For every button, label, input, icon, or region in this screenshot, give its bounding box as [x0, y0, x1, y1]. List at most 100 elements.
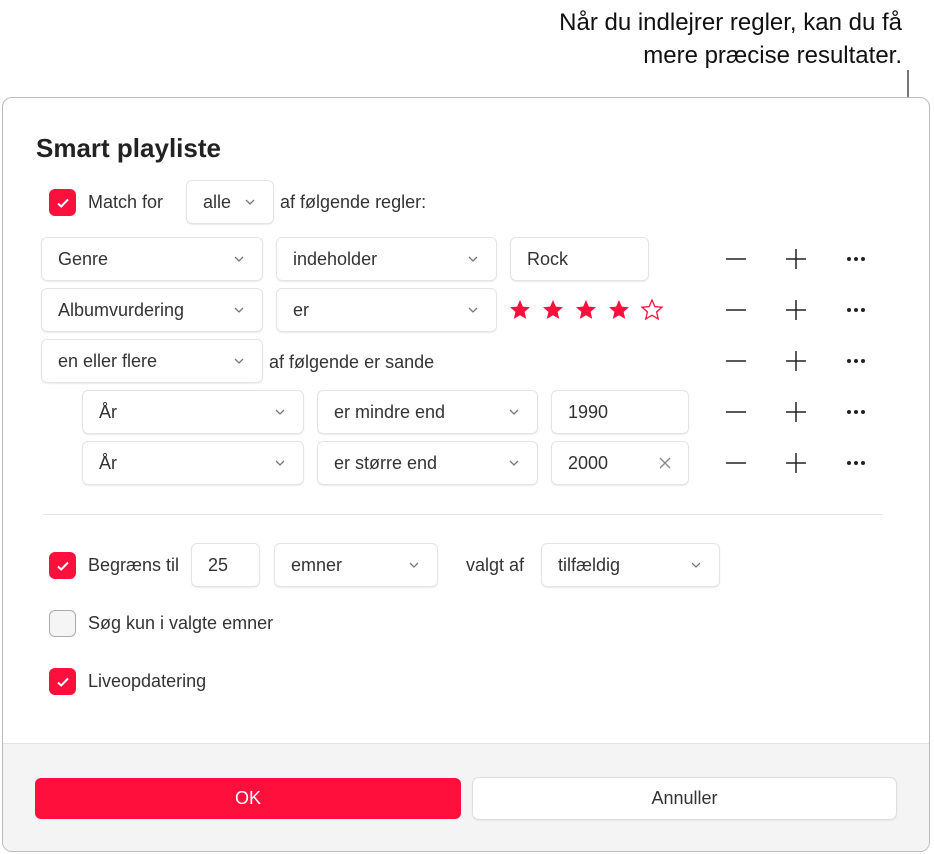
- rule-field: År: [99, 401, 117, 422]
- chevron-down-icon: [275, 460, 285, 466]
- limit-unit: emner: [291, 554, 343, 575]
- dialog-title: Smart playliste: [36, 133, 221, 163]
- more-options-button[interactable]: [844, 400, 868, 424]
- chevron-down-icon: [468, 256, 478, 262]
- rule-field: Genre: [58, 248, 109, 269]
- cancel-button[interactable]: Annuller: [473, 778, 896, 819]
- dialog-footer: OK Annuller: [3, 743, 929, 851]
- rule-field-select[interactable]: en eller flere: [42, 340, 262, 382]
- more-options-button[interactable]: [844, 298, 868, 322]
- minus-icon: [726, 309, 746, 311]
- rule-operator-select[interactable]: er: [277, 289, 496, 331]
- callout-line: mere præcise resultater.: [643, 42, 902, 69]
- plus-icon: [786, 300, 806, 320]
- remove-rule-button[interactable]: [724, 349, 748, 373]
- selected-by-label: valgt af: [466, 555, 525, 575]
- remove-rule-button[interactable]: [724, 400, 748, 424]
- add-rule-button[interactable]: [784, 298, 808, 322]
- rule-operator-select[interactable]: er større end: [318, 442, 537, 484]
- match-select[interactable]: alle: [187, 181, 273, 223]
- chevron-down-icon: [234, 358, 244, 364]
- limit-checkbox[interactable]: [49, 552, 76, 579]
- checkmark-icon: [56, 561, 69, 571]
- plus-icon: [786, 351, 806, 371]
- chevron-down-icon: [509, 460, 519, 466]
- rule-operator-select[interactable]: indeholder: [277, 238, 496, 280]
- ellipsis-icon: [847, 410, 865, 414]
- rule-field-select[interactable]: År: [83, 442, 303, 484]
- rule-operator-select[interactable]: er mindre end: [318, 391, 537, 433]
- match-suffix: af følgende regler:: [280, 192, 427, 212]
- star-empty-icon[interactable]: [640, 298, 664, 322]
- rule-operator: er: [293, 299, 310, 320]
- rule-field-select[interactable]: Genre: [42, 238, 262, 280]
- add-rule-button[interactable]: [784, 400, 808, 424]
- more-options-button[interactable]: [844, 349, 868, 373]
- chevron-down-icon: [245, 199, 255, 205]
- rule-field: År: [99, 452, 117, 473]
- rule-operator: er større end: [334, 452, 438, 473]
- ellipsis-icon: [847, 359, 865, 363]
- rule-value: Rock: [527, 248, 569, 269]
- chevron-down-icon: [509, 409, 519, 415]
- rule-value: 2000: [568, 452, 609, 473]
- remove-rule-button[interactable]: [724, 451, 748, 475]
- divider: [43, 514, 883, 515]
- clear-icon[interactable]: [658, 456, 672, 470]
- checkmark-icon: [56, 198, 69, 208]
- star-filled-icon[interactable]: [607, 298, 631, 322]
- callout-text: Når du indlejrer regler, kan du få mere …: [559, 6, 902, 72]
- chevron-down-icon: [234, 256, 244, 262]
- plus-icon: [786, 453, 806, 473]
- add-rule-button[interactable]: [784, 247, 808, 271]
- minus-icon: [726, 258, 746, 260]
- plus-icon: [786, 249, 806, 269]
- ellipsis-icon: [847, 461, 865, 465]
- star-filled-icon[interactable]: [508, 298, 532, 322]
- chevron-down-icon: [691, 562, 701, 568]
- selected-only-checkbox[interactable]: [49, 610, 76, 637]
- live-update-label: Liveopdatering: [88, 671, 207, 691]
- ellipsis-icon: [847, 308, 865, 312]
- limit-label: Begræns til: [88, 555, 180, 575]
- rule-value-input[interactable]: 2000: [552, 442, 688, 484]
- match-checkbox[interactable]: [49, 189, 76, 216]
- remove-rule-button[interactable]: [724, 247, 748, 271]
- more-options-button[interactable]: [844, 451, 868, 475]
- minus-icon: [726, 462, 746, 464]
- ok-button[interactable]: OK: [35, 778, 461, 819]
- checkmark-icon: [56, 677, 69, 687]
- minus-icon: [726, 360, 746, 362]
- remove-rule-button[interactable]: [724, 298, 748, 322]
- rule-field: Albumvurdering: [58, 299, 185, 320]
- rule-value-input[interactable]: 1990: [552, 391, 688, 433]
- chevron-down-icon: [275, 409, 285, 415]
- chevron-down-icon: [468, 307, 478, 313]
- rule-field: en eller flere: [58, 350, 158, 371]
- star-filled-icon[interactable]: [541, 298, 565, 322]
- live-update-checkbox[interactable]: [49, 668, 76, 695]
- callout-line: Når du indlejrer regler, kan du få: [559, 9, 902, 36]
- star-filled-icon[interactable]: [574, 298, 598, 322]
- limit-unit-select[interactable]: emner: [275, 544, 437, 586]
- rule-operator: indeholder: [293, 248, 378, 269]
- selected-by-select[interactable]: tilfældig: [542, 544, 719, 586]
- chevron-down-icon: [234, 307, 244, 313]
- match-value: alle: [203, 191, 232, 212]
- limit-input[interactable]: 25: [192, 544, 259, 586]
- selected-only-label: Søg kun i valgte emner: [88, 613, 274, 633]
- rule-field-select[interactable]: År: [83, 391, 303, 433]
- plus-icon: [786, 402, 806, 422]
- rule-field-select[interactable]: Albumvurdering: [42, 289, 262, 331]
- more-options-button[interactable]: [844, 247, 868, 271]
- rule-suffix: af følgende er sande: [269, 352, 435, 372]
- chevron-down-icon: [409, 562, 419, 568]
- rule-operator: er mindre end: [334, 401, 446, 422]
- add-rule-button[interactable]: [784, 451, 808, 475]
- add-rule-button[interactable]: [784, 349, 808, 373]
- rule-value-input[interactable]: Rock: [511, 238, 648, 280]
- smart-playlist-dialog: Smart playliste Match for alle af følgen…: [2, 97, 930, 852]
- limit-value: 25: [208, 554, 229, 575]
- ellipsis-icon: [847, 257, 865, 261]
- match-label: Match for: [88, 192, 164, 212]
